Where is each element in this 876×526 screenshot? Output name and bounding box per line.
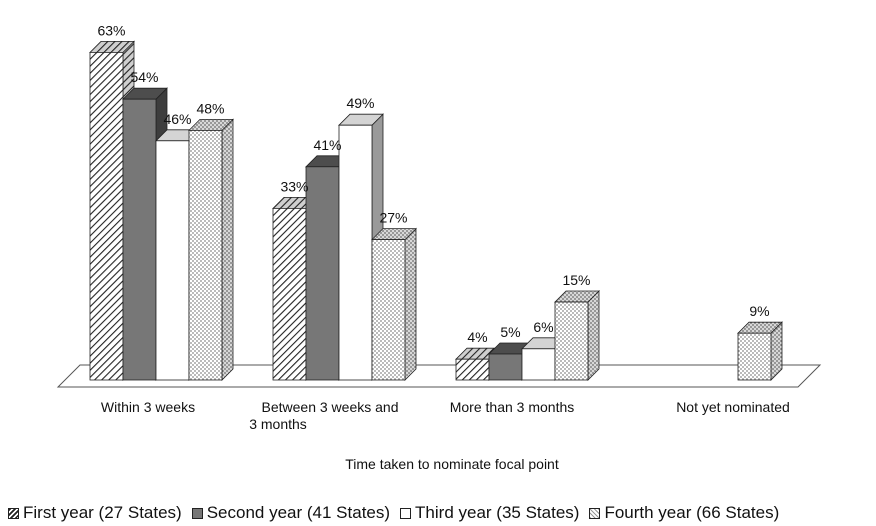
bar-front: [737, 332, 772, 381]
legend-item-first-year: First year (27 States): [8, 503, 182, 523]
chart-floor: [56, 364, 822, 388]
legend-swatch-dark-grey-icon: [191, 507, 203, 519]
chart-legend: First year (27 States) Second year (41 S…: [8, 503, 876, 523]
bar: [188, 118, 234, 381]
data-label: 41%: [313, 137, 341, 153]
bar-side: [404, 227, 417, 381]
legend-item-second-year: Second year (41 States): [191, 503, 391, 523]
legend-item-third-year: Third year (35 States): [400, 503, 579, 523]
legend-swatch-white-icon: [400, 507, 412, 519]
data-label: 46%: [163, 111, 191, 127]
data-label: 4%: [467, 329, 487, 345]
bar-front: [554, 301, 589, 381]
bars-layer: [89, 40, 783, 381]
bar-front: [89, 52, 124, 381]
legend-swatch-dotted-icon: [589, 507, 601, 519]
category-tick-label: Not yet nominated: [676, 399, 790, 415]
data-label: 9%: [749, 303, 769, 319]
x-axis-title: Time taken to nominate focal point: [345, 456, 559, 472]
data-label: 63%: [97, 22, 125, 38]
data-label: 27%: [379, 210, 407, 226]
category-tick-labels: Within 3 weeks Between 3 weeks and 3 month…: [101, 399, 790, 432]
data-label: 54%: [130, 69, 158, 85]
bar-side: [221, 118, 234, 381]
bar: [371, 227, 417, 381]
bar-front: [122, 98, 157, 381]
category-tick-label: Between 3 weeks and 3 months: [249, 399, 398, 432]
chart-floor-plane: [56, 364, 822, 388]
legend-label: Fourth year (66 States): [604, 503, 780, 522]
data-label: 6%: [533, 319, 553, 335]
data-label: 48%: [196, 100, 224, 116]
bar: [737, 321, 783, 381]
bar: [554, 290, 600, 381]
bar-front: [338, 124, 373, 381]
bar-front: [188, 129, 223, 381]
legend-label: First year (27 States): [23, 503, 182, 522]
bar-front: [272, 207, 307, 381]
data-label: 49%: [346, 95, 374, 111]
data-label: 33%: [280, 178, 308, 194]
bar-front: [155, 140, 190, 381]
legend-swatch-hatched-icon: [8, 507, 19, 519]
category-tick-label: More than 3 months: [450, 399, 575, 415]
chart-svg: 63% 54% 46% 48% 33% 41% 49% 27% 4% 5% 6% 15% 9% With…: [56, 22, 822, 472]
data-labels-layer: 63% 54% 46% 48% 33% 41% 49% 27% 4% 5% 6% 15% 9%: [97, 22, 769, 345]
legend-label: Third year (35 States): [415, 503, 580, 522]
legend-label: Second year (41 States): [206, 503, 391, 522]
bar-front: [371, 239, 406, 381]
legend-item-fourth-year: Fourth year (66 States): [589, 503, 779, 523]
bar-side: [587, 290, 600, 381]
data-label: 5%: [500, 324, 520, 340]
bar-front: [521, 348, 556, 381]
bar-front: [488, 353, 523, 381]
category-tick-label: Within 3 weeks: [101, 399, 195, 415]
bar-front: [305, 166, 340, 381]
bar-front: [455, 358, 490, 381]
data-label: 15%: [562, 272, 590, 288]
